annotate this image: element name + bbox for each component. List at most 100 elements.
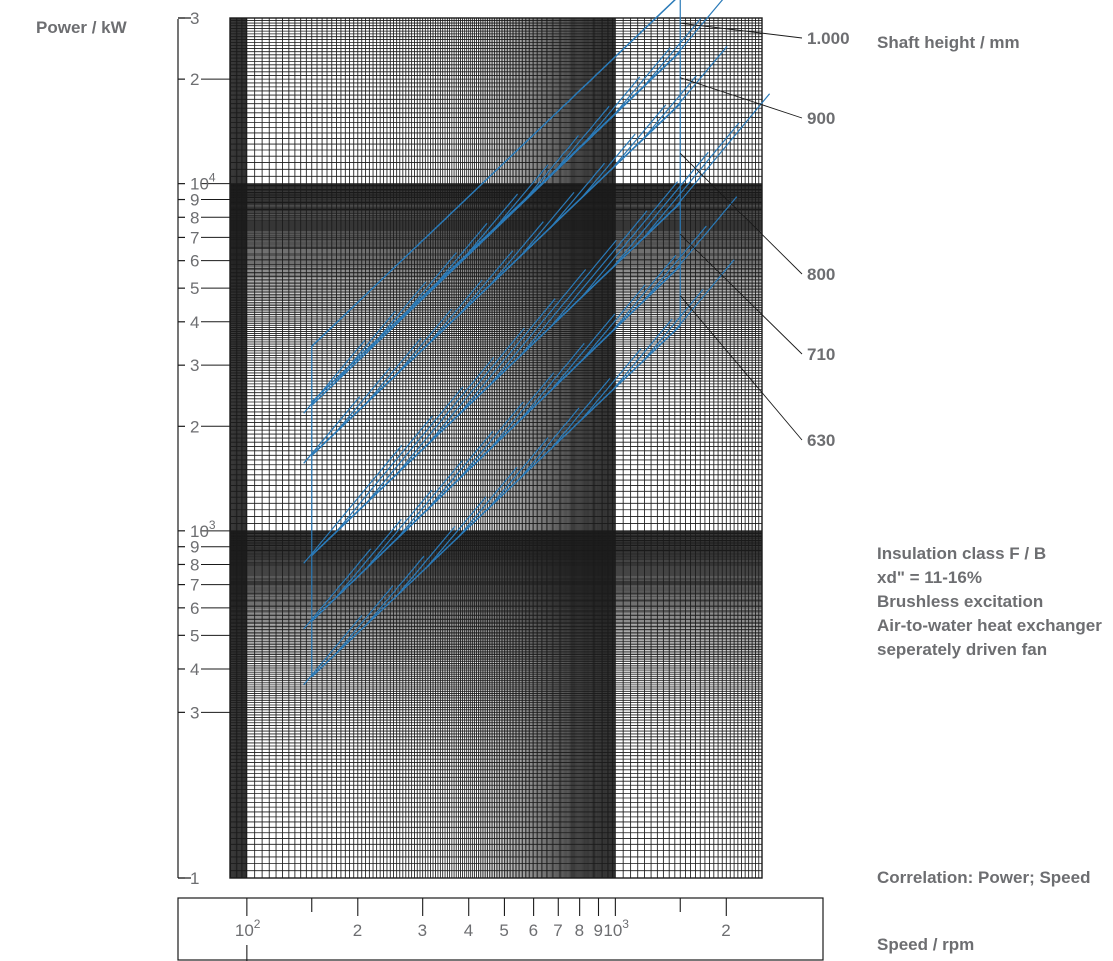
y-tick-label: 2 (190, 70, 199, 89)
x-tick-label-base: 8 (575, 921, 584, 940)
y-tick-label: 6 (190, 252, 199, 271)
series-hatch (426, 496, 487, 569)
series-hatch (456, 401, 524, 482)
series-label-leader (680, 22, 803, 39)
series-hatch (548, 377, 611, 452)
y-tick-label-base: 6 (190, 599, 199, 618)
series-hatch (671, 0, 724, 61)
series-label: 900 (807, 109, 835, 128)
series-label-leader (680, 77, 803, 119)
series-hatch (518, 191, 575, 259)
y-tick-label-base: 10 (190, 522, 209, 541)
series-line-lower (311, 325, 681, 678)
x-tick-label: 2 (353, 921, 362, 940)
x-tick-label: 103 (603, 917, 629, 940)
x-tick-label: 5 (499, 921, 508, 940)
series-hatch (303, 615, 363, 686)
series-hatch (395, 526, 456, 598)
y-axis-title: Power / kW (36, 18, 127, 37)
series-label: 710 (807, 345, 835, 364)
y-tick-label-base: 5 (190, 626, 199, 645)
x-tick-label-base: 10 (235, 921, 254, 940)
y-tick-label-base: 3 (190, 356, 199, 375)
series-label: 800 (807, 265, 835, 284)
x-axis: 102 2 3 4 5 6 7 8 9 103 2 (177, 897, 824, 961)
series-hatch (333, 415, 433, 535)
y-tick-label-base: 4 (190, 313, 199, 332)
y-tick-label: 8 (190, 555, 199, 574)
series-hatch (303, 548, 372, 630)
y-tick-label-base: 7 (190, 228, 199, 247)
y-tick-label-base: 9 (190, 191, 199, 210)
y-tick-label-base: 3 (190, 703, 199, 722)
series-label-leader (679, 295, 803, 441)
series-hatch (487, 269, 587, 388)
y-tick-label-base: 10 (190, 175, 209, 194)
series-hatch (641, 225, 707, 304)
series-hatch (579, 348, 642, 422)
series-hatch (426, 279, 483, 347)
chart-grid (229, 17, 763, 879)
series-hatch (518, 407, 580, 481)
y-tick-label: 9 (190, 191, 199, 210)
series-label-leader (679, 234, 803, 355)
series-label-leader (679, 152, 803, 275)
note-line: seperately driven fan (877, 640, 1048, 659)
x-tick-label: 6 (529, 921, 538, 940)
y-tick-label-base: 2 (190, 70, 199, 89)
series-hatch (671, 46, 728, 113)
series-line-upper (311, 103, 681, 456)
series-hatch (333, 519, 402, 600)
x-tick-label-base: 2 (353, 921, 362, 940)
series-hatch (579, 76, 641, 149)
series-hatch (518, 342, 585, 423)
series-hatch (303, 444, 403, 564)
series-hatch (641, 122, 740, 241)
x-axis-title: Speed / rpm (877, 935, 975, 954)
x-tick-label-base: 4 (464, 921, 473, 940)
series-hatch (395, 357, 495, 476)
y-tick-label-base: 8 (190, 555, 199, 574)
series-line-upper (311, 265, 681, 622)
y-tick-label: 3 (190, 9, 199, 28)
y-tick-label-base: 2 (190, 417, 199, 436)
y-tick-label: 5 (190, 626, 199, 645)
series-hatch (456, 466, 518, 539)
note-line: Air-to-water heat exchanger (877, 616, 1102, 635)
note-line: Brushless excitation (877, 592, 1044, 611)
series-label: 630 (807, 431, 835, 450)
series-hatch (487, 437, 549, 510)
y-tick-label: 103 (190, 518, 216, 541)
series-hatch (548, 210, 648, 329)
series-hatch (303, 396, 361, 464)
series-hatch (579, 181, 679, 300)
chart-series (303, 0, 771, 686)
x-tick-label-base: 5 (499, 921, 508, 940)
series-hatch (579, 284, 646, 363)
x-tick-label-base: 7 (553, 921, 562, 940)
series-hatch (548, 162, 606, 230)
x-tick-label-base: 6 (529, 921, 538, 940)
series-hatch (487, 372, 555, 452)
y-tick-label: 6 (190, 599, 199, 618)
series-hatch (303, 340, 366, 414)
x-tick-label-base: 9 (593, 921, 602, 940)
y-tick-label: 2 (190, 417, 199, 436)
y-tick-label: 3 (190, 356, 199, 375)
y-tick-label: 3 (190, 703, 199, 722)
series-hatch (456, 298, 556, 417)
series-hatch (671, 259, 735, 335)
series-hatch (579, 133, 636, 200)
series-hatch (641, 75, 697, 142)
y-tick-label-base: 8 (190, 208, 199, 227)
series-hatch (641, 289, 704, 364)
y-tick-label: 7 (190, 228, 199, 247)
x-tick-label-base: 2 (721, 921, 730, 940)
series-hatch (671, 93, 771, 212)
y-tick-label-base: 5 (190, 279, 199, 298)
series-band (303, 259, 735, 686)
y-tick-label-exponent: 3 (209, 518, 216, 532)
y-tick-label-base: 3 (190, 9, 199, 28)
